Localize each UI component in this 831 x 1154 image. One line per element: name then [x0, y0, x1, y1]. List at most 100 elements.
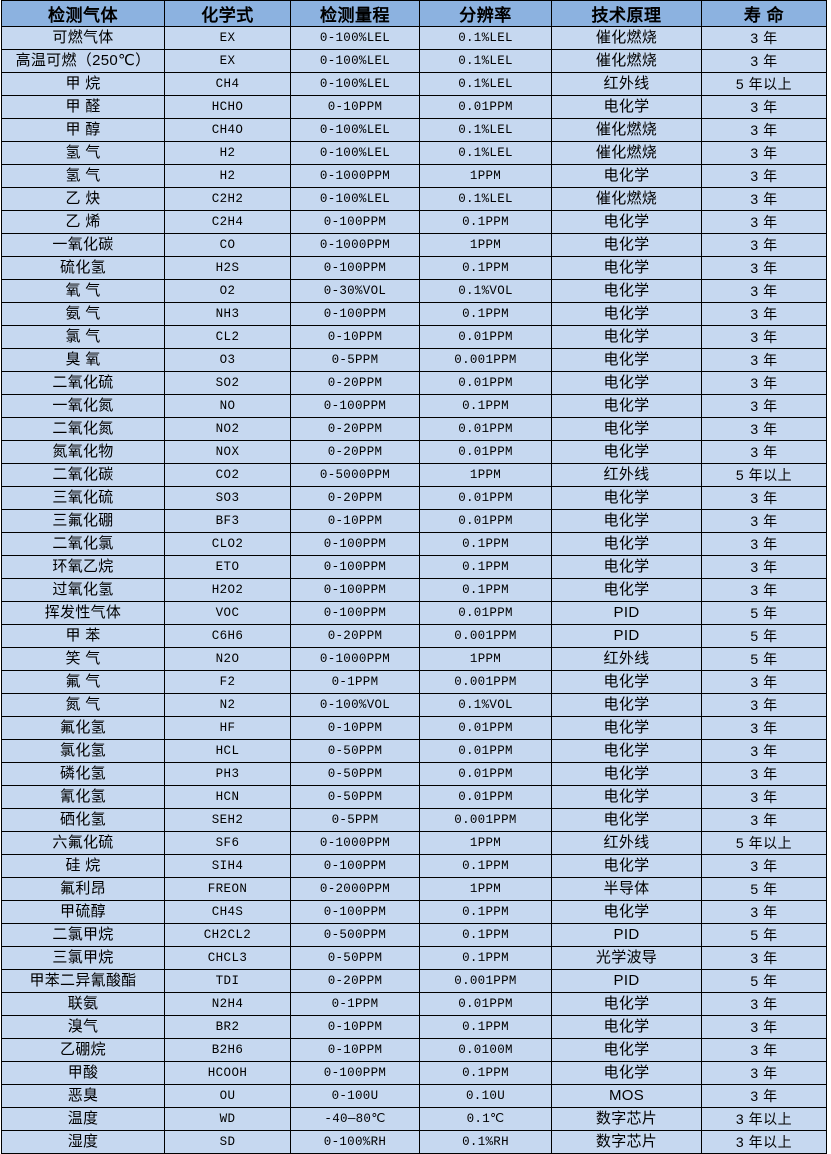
cell-tech: 电化学	[551, 509, 702, 533]
cell-range: 0-50PPM	[290, 739, 420, 763]
table-row: 氟化氢 HF 0-10PPM 0.01PPM 电化学 3 年	[1, 716, 827, 740]
cell-formula: TDI	[164, 969, 291, 993]
cell-resolution: 0.01PPM	[419, 371, 552, 395]
cell-gas: 氯化氢	[1, 739, 165, 763]
cell-range: 0-1PPM	[290, 670, 420, 694]
cell-tech: 电化学	[551, 900, 702, 924]
cell-resolution: 1PPM	[419, 164, 552, 188]
cell-range: 0-100%LEL	[290, 49, 420, 73]
cell-resolution: 0.1PPM	[419, 555, 552, 579]
cell-range: 0-100PPM	[290, 1061, 420, 1085]
table-row: 二氯甲烷 CH2CL2 0-500PPM 0.1PPM PID 5 年	[1, 923, 827, 947]
cell-formula: CO	[164, 233, 291, 257]
cell-tech: 电化学	[551, 555, 702, 579]
cell-formula: PH3	[164, 762, 291, 786]
table-row: 乙 炔 C2H2 0-100%LEL 0.1%LEL 催化燃烧 3 年	[1, 187, 827, 211]
cell-life: 3 年	[701, 1061, 827, 1085]
cell-life: 3 年	[701, 785, 827, 809]
cell-life: 3 年	[701, 95, 827, 119]
cell-formula: NO2	[164, 417, 291, 441]
cell-tech: PID	[551, 969, 702, 993]
cell-range: 0-10PPM	[290, 1015, 420, 1039]
table-body: 可燃气体 EX 0-100%LEL 0.1%LEL 催化燃烧 3 年高温可燃（250℃） E…	[1, 26, 827, 1154]
cell-resolution: 0.01PPM	[419, 601, 552, 625]
cell-resolution: 0.01PPM	[419, 762, 552, 786]
cell-tech: 电化学	[551, 256, 702, 280]
cell-gas: 氧 气	[1, 279, 165, 303]
cell-formula: HCN	[164, 785, 291, 809]
cell-resolution: 0.1%RH	[419, 1130, 552, 1154]
cell-gas: 笑 气	[1, 647, 165, 671]
cell-resolution: 0.1%LEL	[419, 187, 552, 211]
cell-gas: 磷化氢	[1, 762, 165, 786]
cell-range: 0-20PPM	[290, 624, 420, 648]
cell-resolution: 0.1PPM	[419, 210, 552, 234]
cell-life: 3 年以上	[701, 1107, 827, 1131]
cell-range: 0-1000PPM	[290, 647, 420, 671]
cell-gas: 乙 炔	[1, 187, 165, 211]
table-row: 氟利昂 FREON 0-2000PPM 1PPM 半导体 5 年	[1, 877, 827, 901]
cell-formula: NOX	[164, 440, 291, 464]
table-row: 三氧化硫 SO3 0-20PPM 0.01PPM 电化学 3 年	[1, 486, 827, 510]
cell-formula: SEH2	[164, 808, 291, 832]
cell-range: 0-1000PPM	[290, 164, 420, 188]
cell-resolution: 0.01PPM	[419, 440, 552, 464]
cell-tech: 电化学	[551, 785, 702, 809]
cell-range: 0-20PPM	[290, 486, 420, 510]
cell-tech: 数字芯片	[551, 1107, 702, 1131]
table-row: 三氟化硼 BF3 0-10PPM 0.01PPM 电化学 3 年	[1, 509, 827, 533]
cell-gas: 硒化氢	[1, 808, 165, 832]
table-row: 三氯甲烷 CHCL3 0-50PPM 0.1PPM 光学波导 3 年	[1, 946, 827, 970]
cell-life: 3 年	[701, 164, 827, 188]
cell-tech: 电化学	[551, 670, 702, 694]
table-row: 氨 气 NH3 0-100PPM 0.1PPM 电化学 3 年	[1, 302, 827, 326]
table-row: 联氨 N2H4 0-1PPM 0.01PPM 电化学 3 年	[1, 992, 827, 1016]
table-row: 氮氧化物 NOX 0-20PPM 0.01PPM 电化学 3 年	[1, 440, 827, 464]
cell-resolution: 0.01PPM	[419, 95, 552, 119]
cell-tech: 电化学	[551, 394, 702, 418]
table-row: 可燃气体 EX 0-100%LEL 0.1%LEL 催化燃烧 3 年	[1, 26, 827, 50]
cell-life: 3 年	[701, 233, 827, 257]
table-row: 甲 苯 C6H6 0-20PPM 0.001PPM PID 5 年	[1, 624, 827, 648]
table-row: 臭 氧 O3 0-5PPM 0.001PPM 电化学 3 年	[1, 348, 827, 372]
cell-range: 0-10PPM	[290, 325, 420, 349]
table-row: 甲 醛 HCHO 0-10PPM 0.01PPM 电化学 3 年	[1, 95, 827, 119]
cell-life: 3 年	[701, 417, 827, 441]
cell-tech: 红外线	[551, 831, 702, 855]
cell-resolution: 0.1%LEL	[419, 118, 552, 142]
cell-tech: 红外线	[551, 72, 702, 96]
cell-life: 5 年	[701, 969, 827, 993]
cell-tech: PID	[551, 923, 702, 947]
cell-range: 0-100PPM	[290, 302, 420, 326]
cell-resolution: 0.01PPM	[419, 716, 552, 740]
cell-range: 0-10PPM	[290, 509, 420, 533]
cell-gas: 甲硫醇	[1, 900, 165, 924]
cell-tech: 电化学	[551, 233, 702, 257]
table-row: 一氧化碳 CO 0-1000PPM 1PPM 电化学 3 年	[1, 233, 827, 257]
cell-tech: 电化学	[551, 808, 702, 832]
cell-life: 5 年	[701, 624, 827, 648]
cell-formula: CLO2	[164, 532, 291, 556]
cell-gas: 二氧化氮	[1, 417, 165, 441]
cell-formula: CH2CL2	[164, 923, 291, 947]
cell-resolution: 0.1PPM	[419, 1061, 552, 1085]
cell-range: 0-100PPM	[290, 210, 420, 234]
cell-tech: 半导体	[551, 877, 702, 901]
cell-life: 3 年	[701, 762, 827, 786]
cell-life: 3 年	[701, 440, 827, 464]
cell-formula: WD	[164, 1107, 291, 1131]
cell-formula: C2H2	[164, 187, 291, 211]
cell-formula: SO3	[164, 486, 291, 510]
cell-gas: 温度	[1, 1107, 165, 1131]
cell-tech: 电化学	[551, 279, 702, 303]
table-row: 二氧化碳 CO2 0-5000PPM 1PPM 红外线 5 年以上	[1, 463, 827, 487]
table-row: 笑 气 N2O 0-1000PPM 1PPM 红外线 5 年	[1, 647, 827, 671]
table-row: 挥发性气体 VOC 0-100PPM 0.01PPM PID 5 年	[1, 601, 827, 625]
cell-life: 5 年	[701, 877, 827, 901]
table-row: 恶臭 OU 0-100U 0.10U MOS 3 年	[1, 1084, 827, 1108]
cell-gas: 甲 醛	[1, 95, 165, 119]
cell-resolution: 0.1PPM	[419, 946, 552, 970]
cell-range: 0-1000PPM	[290, 233, 420, 257]
cell-resolution: 0.001PPM	[419, 969, 552, 993]
